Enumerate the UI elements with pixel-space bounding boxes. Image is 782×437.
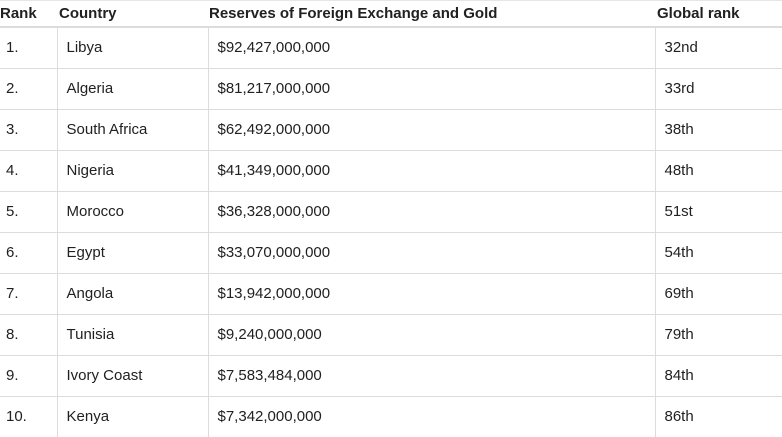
cell-reserves: $92,427,000,000 bbox=[207, 27, 655, 69]
cell-global-rank: 33rd bbox=[654, 68, 782, 110]
cell-rank: 10. bbox=[6, 408, 27, 426]
header-reserves: Reserves of Foreign Exchange and Gold bbox=[208, 0, 655, 28]
cell-country: Libya bbox=[56, 27, 208, 69]
cell-country: Algeria bbox=[56, 68, 208, 110]
header-rank: Rank bbox=[0, 0, 57, 28]
cell-rank: 3. bbox=[0, 109, 57, 151]
cell-reserves: $41,349,000,000 bbox=[207, 150, 655, 192]
cell-country: South Africa bbox=[56, 109, 208, 151]
cell-global-rank: 48th bbox=[654, 150, 782, 192]
cell-country: Tunisia bbox=[56, 314, 208, 356]
cell-reserves: $81,217,000,000 bbox=[207, 68, 655, 110]
cell-country: Morocco bbox=[56, 191, 208, 233]
cell-global-rank: 51st bbox=[654, 191, 782, 233]
cell-rank: 9. bbox=[0, 355, 57, 397]
cell-reserves: $9,240,000,000 bbox=[207, 314, 655, 356]
cell-reserves: $13,942,000,000 bbox=[207, 273, 655, 315]
header-global-rank: Global rank bbox=[655, 0, 782, 28]
table-row: 4. Nigeria $41,349,000,000 48th bbox=[0, 150, 782, 192]
cell-rank: 2. bbox=[0, 68, 57, 110]
table-row: 5. Morocco $36,328,000,000 51st bbox=[0, 191, 782, 233]
cell-rank: 4. bbox=[0, 150, 57, 192]
cell-reserves: $7,583,484,000 bbox=[207, 355, 655, 397]
cell-global-rank: 86th bbox=[654, 396, 782, 437]
table-row: 2. Algeria $81,217,000,000 33rd bbox=[0, 68, 782, 110]
cell-reserves: $62,492,000,000 bbox=[207, 109, 655, 151]
header-country: Country bbox=[57, 0, 208, 28]
cell-global-rank: 38th bbox=[654, 109, 782, 151]
table-row: 10. Kenya $7,342,000,000 86th bbox=[0, 396, 782, 437]
cell-country: Nigeria bbox=[56, 150, 208, 192]
cell-global-rank: 54th bbox=[654, 232, 782, 274]
cell-global-rank: 32nd bbox=[654, 27, 782, 69]
table-row: 3. South Africa $62,492,000,000 38th bbox=[0, 109, 782, 151]
table-row: 7. Angola $13,942,000,000 69th bbox=[0, 273, 782, 315]
cell-rank: 6. bbox=[0, 232, 57, 274]
cell-global-rank: 69th bbox=[654, 273, 782, 315]
cell-reserves: $33,070,000,000 bbox=[207, 232, 655, 274]
cell-country: Kenya bbox=[56, 396, 208, 437]
cell-rank: 1. bbox=[0, 27, 57, 69]
cell-reserves: $7,342,000,000 bbox=[207, 396, 655, 437]
cell-country: Ivory Coast bbox=[56, 355, 208, 397]
table-row: 8. Tunisia $9,240,000,000 79th bbox=[0, 314, 782, 356]
cell-country: Egypt bbox=[56, 232, 208, 274]
table-header-row: Rank Country Reserves of Foreign Exchang… bbox=[0, 0, 782, 28]
table-row: 1. Libya $92,427,000,000 32nd bbox=[0, 27, 782, 69]
table-row: 6. Egypt $33,070,000,000 54th bbox=[0, 232, 782, 274]
cell-reserves: $36,328,000,000 bbox=[207, 191, 655, 233]
cell-rank: 7. bbox=[0, 273, 57, 315]
cell-country: Angola bbox=[56, 273, 208, 315]
cell-rank: 5. bbox=[0, 191, 57, 233]
cell-global-rank: 79th bbox=[654, 314, 782, 356]
cell-rank: 8. bbox=[0, 314, 57, 356]
cell-global-rank: 84th bbox=[654, 355, 782, 397]
table-row: 9. Ivory Coast $7,583,484,000 84th bbox=[0, 355, 782, 397]
